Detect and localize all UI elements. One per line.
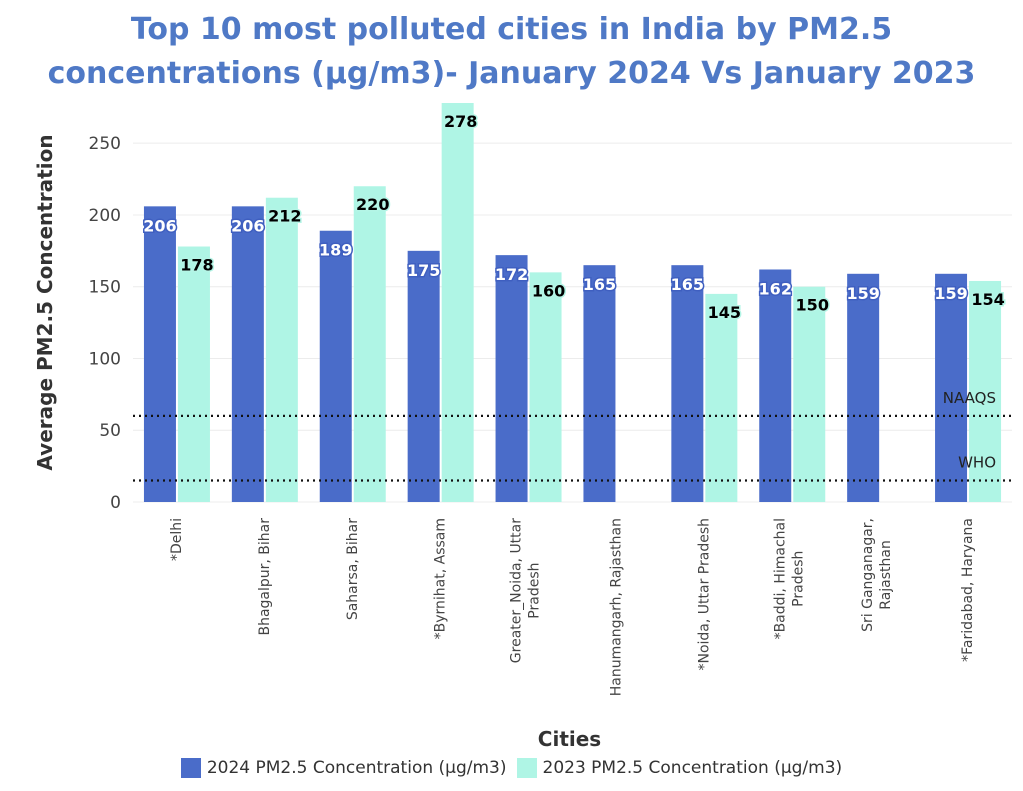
data-label-2024: 189 xyxy=(319,241,352,260)
bar-2023 xyxy=(353,186,386,502)
bar-2024 xyxy=(143,206,176,502)
x-tick-label: Bhagalpur, Bihar xyxy=(257,518,273,636)
data-label-2023: 160 xyxy=(532,281,565,300)
data-label-2024: 165 xyxy=(671,275,704,294)
axes: 0 50 100 150 200 250 *Delhi Bhagalpur, Bihar Sah… xyxy=(33,134,976,751)
bar-2023 xyxy=(705,293,738,502)
legend-item-2024[interactable]: 2024 PM2.5 Concentration (µg/m3) xyxy=(180,758,507,778)
bar-2023 xyxy=(793,286,826,502)
data-label-2024: 172 xyxy=(495,265,528,284)
data-label-2023: 154 xyxy=(971,290,1004,309)
y-axis-title: Average PM2.5 Concentration xyxy=(33,134,57,470)
x-tick-label: Greater_Noida, Uttar Pradesh xyxy=(509,518,543,663)
x-tick-label: *Delhi xyxy=(169,518,185,561)
legend-swatch-2024 xyxy=(180,758,201,778)
bar-2023 xyxy=(177,246,210,502)
bar-2024 xyxy=(935,273,968,502)
data-label-2024: 206 xyxy=(143,216,176,235)
legend-item-2023[interactable]: 2023 PM2.5 Concentration (µg/m3) xyxy=(516,758,843,778)
data-label-2023: 220 xyxy=(356,195,389,214)
x-tick-label: Sri Ganganagar, Rajasthan xyxy=(860,518,894,632)
data-label-2023: 278 xyxy=(444,112,477,131)
x-tick-label: Saharsa, Bihar xyxy=(345,518,361,620)
data-label-2024: 159 xyxy=(934,284,967,303)
bar-2024 xyxy=(319,230,352,502)
chart-title-line2: concentrations (µg/m3)- January 2024 Vs … xyxy=(47,56,976,91)
legend-label-2023: 2023 PM2.5 Concentration (µg/m3) xyxy=(542,758,843,778)
data-label-2023: 150 xyxy=(796,296,829,315)
data-label-2024: 165 xyxy=(583,275,616,294)
bar-2024 xyxy=(671,265,704,502)
legend-swatch-2023 xyxy=(516,758,537,778)
x-tick-label: *Noida, Uttar Pradesh xyxy=(696,518,712,671)
reference-line-label: WHO xyxy=(958,453,996,471)
y-tick-label: 200 xyxy=(89,206,121,226)
x-tick-label: Hanumangarh, Rajasthan xyxy=(608,518,624,696)
bar-2024 xyxy=(495,255,528,502)
bar-2023 xyxy=(529,272,562,502)
bars xyxy=(143,103,1002,502)
y-tick-label: 250 xyxy=(89,134,121,154)
bar-2024 xyxy=(583,265,616,502)
x-tick-label: *Faridabad, Haryana xyxy=(960,518,976,662)
x-axis-title: Cities xyxy=(538,727,601,751)
y-tick-label: 150 xyxy=(89,278,121,298)
reference-lines: NAAQS WHO xyxy=(133,389,1012,482)
bar-2024 xyxy=(407,250,440,502)
bar-2024 xyxy=(847,273,880,502)
reference-line-label: NAAQS xyxy=(943,389,996,407)
bar-2023 xyxy=(441,103,474,502)
x-tick-label: *Baddi, Himachal Pradesh xyxy=(772,518,806,639)
data-label-2024: 206 xyxy=(231,216,264,235)
y-tick-label: 50 xyxy=(99,421,121,441)
data-label-2023: 212 xyxy=(268,207,301,226)
chart-title: Top 10 most polluted cities in India by … xyxy=(0,8,1023,96)
data-label-2024: 175 xyxy=(407,261,440,280)
x-tick-label: *Byrnihat, Assam xyxy=(433,518,449,639)
data-label-2024: 162 xyxy=(759,279,792,298)
legend: 2024 PM2.5 Concentration (µg/m3) 2023 PM… xyxy=(0,758,1023,778)
legend-label-2024: 2024 PM2.5 Concentration (µg/m3) xyxy=(206,758,507,778)
y-tick-label: 100 xyxy=(89,349,121,369)
data-label-2024: 159 xyxy=(846,284,879,303)
data-label-2023: 145 xyxy=(708,303,741,322)
bar-2023 xyxy=(969,280,1002,502)
bar-2024 xyxy=(759,269,792,502)
grid-lines xyxy=(133,142,1012,503)
y-tick-label: 0 xyxy=(110,493,121,513)
data-label-2023: 178 xyxy=(180,256,213,275)
chart-title-line1: Top 10 most polluted cities in India by … xyxy=(130,12,893,47)
bar-2023 xyxy=(265,197,298,502)
bar-2024 xyxy=(231,206,264,502)
